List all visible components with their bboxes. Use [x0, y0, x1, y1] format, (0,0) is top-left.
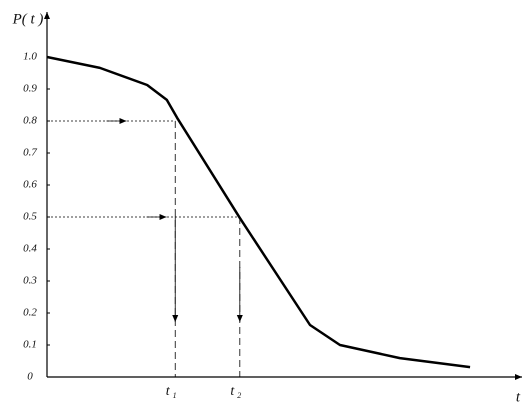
y-tick-label: 0.7 — [23, 147, 37, 159]
y-axis-label: P( t ) — [12, 11, 44, 27]
y-tick-label: 0 — [27, 371, 33, 383]
y-tick-label: 0.6 — [23, 179, 37, 191]
y-tick-label: 0.1 — [23, 339, 37, 351]
marker-label-main: t — [230, 384, 235, 399]
marker-label-sub: 2 — [237, 391, 241, 400]
line — [46, 55, 471, 369]
marker-label-main: t — [166, 384, 171, 399]
y-tick-label: 0.3 — [23, 275, 37, 287]
x-axis-label: t — [516, 389, 521, 405]
y-tick-label: 0.5 — [23, 211, 37, 223]
y-tick-label: 0.9 — [23, 83, 37, 95]
y-tick-label: 0.2 — [23, 307, 37, 319]
y-tick-label: 0.8 — [23, 115, 37, 127]
marker-label-sub: 1 — [173, 391, 177, 400]
y-tick-label: 0.4 — [23, 243, 37, 255]
y-tick-label: 1.0 — [23, 51, 37, 63]
